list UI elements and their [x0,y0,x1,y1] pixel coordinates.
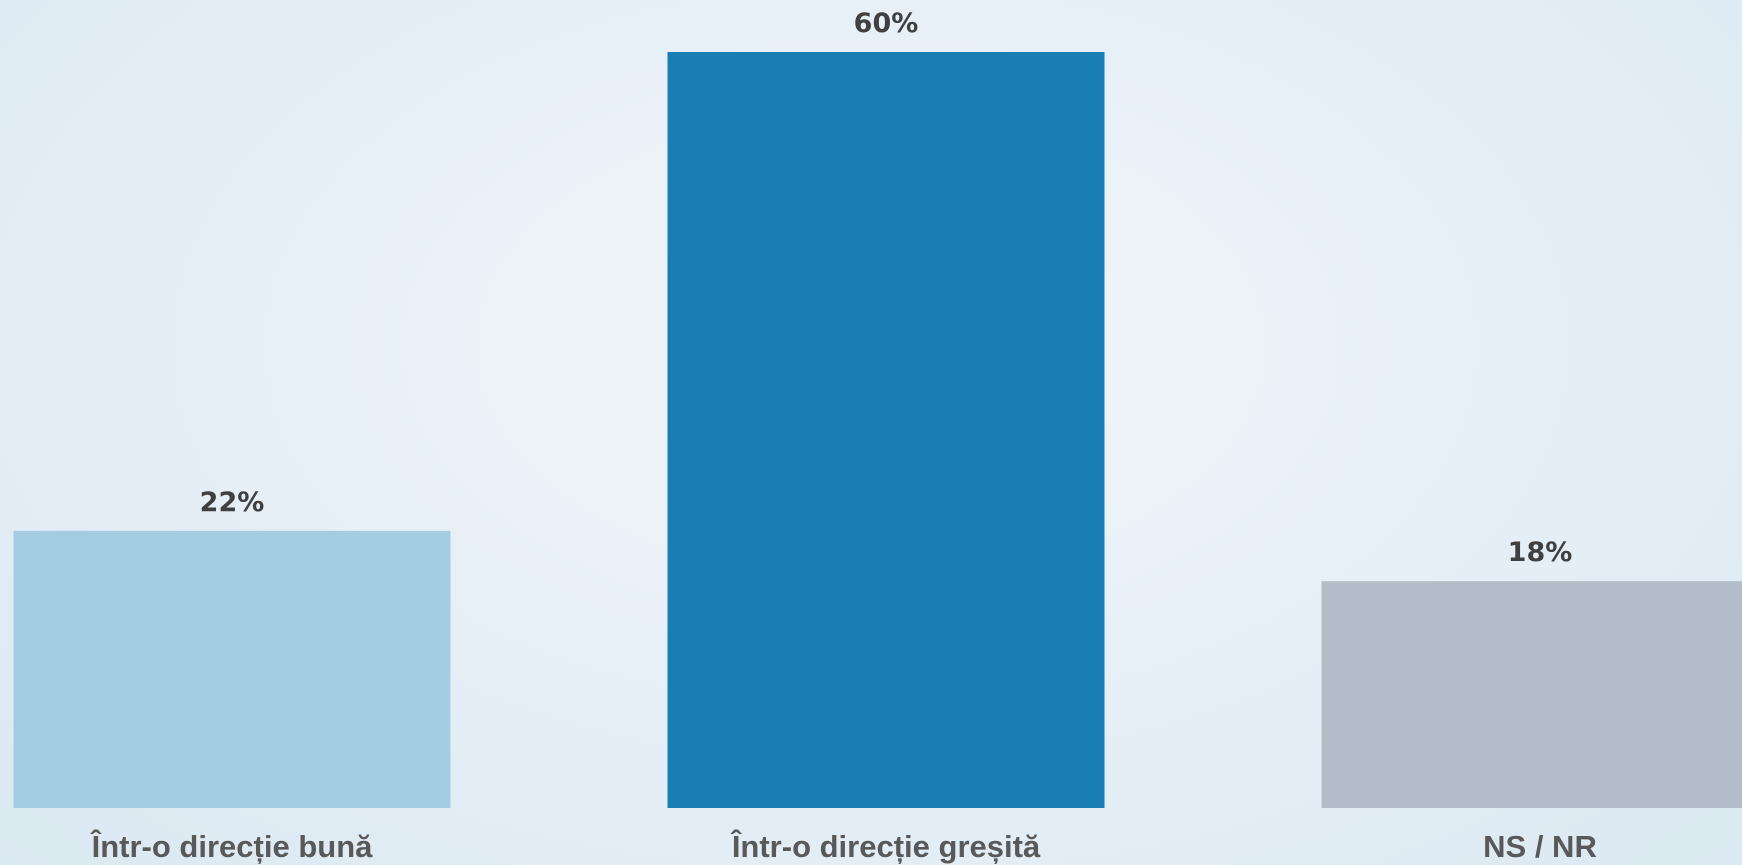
data-label-3: 18% [1508,537,1573,568]
bar-3 [1321,581,1742,808]
category-labels-group: Într-o direcție bună Într-o direcție greș… [90,828,1597,864]
category-label-1: Într-o direcție bună [90,828,374,864]
bar-1 [13,530,451,808]
data-label-1: 22% [200,487,265,518]
bar-2 [667,52,1105,808]
bars-group [13,52,1742,808]
category-label-3: NS / NR [1483,829,1597,864]
value-labels-group: 22% 60% 18% [200,8,1573,568]
data-label-2: 60% [854,8,919,39]
category-label-2: Într-o direcție greșită [730,828,1041,864]
